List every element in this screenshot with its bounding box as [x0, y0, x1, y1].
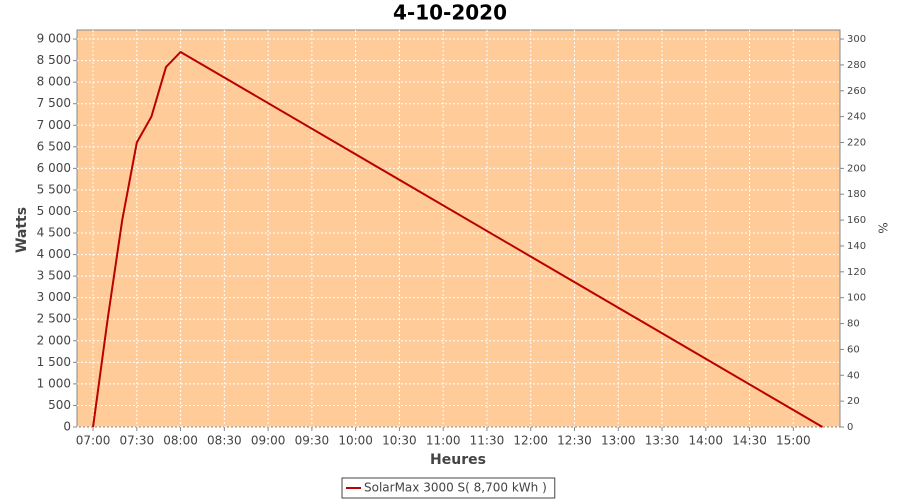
x-tick-label: 10:30 — [382, 434, 417, 448]
y2-tick-label: 20 — [847, 396, 860, 407]
y2-tick-label: 240 — [847, 112, 866, 123]
x-tick-label: 11:30 — [470, 434, 505, 448]
y-tick-label: 1 000 — [37, 376, 71, 390]
x-tick-label: 09:00 — [251, 434, 286, 448]
x-tick-label: 07:00 — [76, 434, 111, 448]
y2-tick-label: 220 — [847, 138, 866, 149]
x-axis-label: Heures — [430, 452, 486, 468]
y-tick-label: 500 — [48, 398, 71, 412]
y2-tick-label: 140 — [847, 241, 866, 252]
y-tick-label: 6 000 — [37, 161, 71, 175]
y-tick-label: 8 000 — [37, 75, 71, 89]
x-tick-label: 14:30 — [732, 434, 767, 448]
y2-tick-label: 40 — [847, 370, 860, 381]
x-tick-label: 12:30 — [557, 434, 592, 448]
y2-tick-label: 200 — [847, 163, 866, 174]
y-tick-label: 1 500 — [37, 355, 71, 369]
x-tick-label: 08:00 — [163, 434, 198, 448]
y2-tick-label: 160 — [847, 215, 866, 226]
plot-area — [76, 29, 841, 428]
x-tick-label: 08:30 — [207, 434, 242, 448]
y-tick-label: 8 500 — [37, 53, 71, 67]
y-tick-label: 6 500 — [37, 139, 71, 153]
x-tick-label: 13:30 — [645, 434, 680, 448]
y-tick-label: 5 500 — [37, 182, 71, 196]
y2-tick-label: 120 — [847, 267, 866, 278]
y-axis-label: Watts — [14, 207, 30, 253]
legend: SolarMax 3000 S( 8,700 kWh ) — [341, 477, 556, 499]
chart-title: 4-10-2020 — [393, 1, 507, 25]
y-tick-label: 2 500 — [37, 312, 71, 326]
y-tick-label: 7 000 — [37, 118, 71, 132]
y2-tick-label: 0 — [847, 422, 853, 433]
legend-box — [341, 477, 556, 499]
y2-tick-label: 280 — [847, 60, 866, 71]
x-tick-label: 13:00 — [601, 434, 636, 448]
x-tick-label: 15:00 — [776, 434, 811, 448]
y-tick-label: 0 — [63, 420, 71, 434]
y-tick-label: 4 500 — [37, 226, 71, 240]
data-line — [92, 50, 823, 428]
y2-axis-label: % — [876, 222, 890, 233]
y2-tick-label: 100 — [847, 293, 866, 304]
y-tick-label: 4 000 — [37, 247, 71, 261]
y2-tick-label: 60 — [847, 344, 860, 355]
y2-tick-label: 260 — [847, 86, 866, 97]
y-tick-label: 2 000 — [37, 333, 71, 347]
y2-tick-label: 80 — [847, 319, 860, 330]
legend-label: SolarMax 3000 S( 8,700 kWh ) — [364, 481, 547, 495]
x-tick-label: 10:00 — [338, 434, 373, 448]
x-tick-label: 11:00 — [426, 434, 461, 448]
y-tick-label: 5 000 — [37, 204, 71, 218]
x-tick-label: 12:00 — [513, 434, 548, 448]
y2-tick-label: 180 — [847, 189, 866, 200]
x-tick-label: 14:00 — [688, 434, 723, 448]
y2-tick-label: 300 — [847, 34, 866, 45]
x-tick-label: 09:30 — [295, 434, 330, 448]
y-tick-label: 3 500 — [37, 269, 71, 283]
y-tick-label: 7 500 — [37, 96, 71, 110]
x-tick-label: 07:30 — [120, 434, 155, 448]
y-tick-label: 9 000 — [37, 32, 71, 46]
y-tick-label: 3 000 — [37, 290, 71, 304]
